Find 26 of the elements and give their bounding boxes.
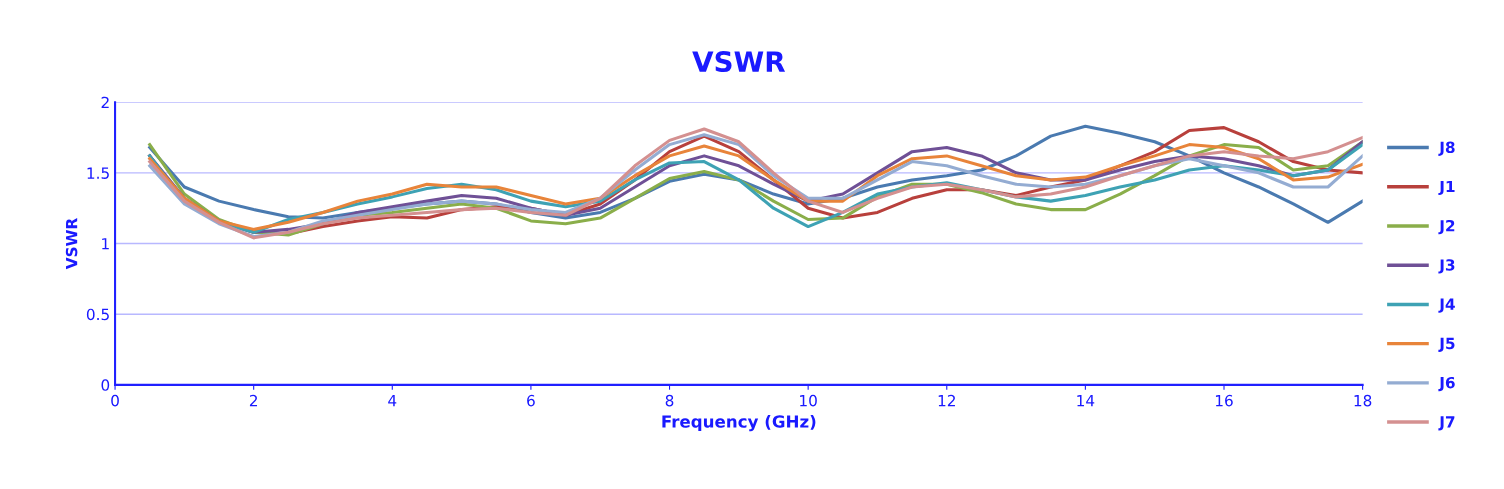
y-axis-title: VSWR: [65, 218, 78, 270]
x-tick-label: 16: [1215, 394, 1233, 407]
chart-title: VSWR: [692, 51, 786, 73]
x-tick-label: 4: [388, 395, 397, 407]
legend-label: J2: [1438, 219, 1455, 235]
legend-label: J1: [1438, 180, 1455, 196]
legend-label: J3: [1438, 259, 1455, 274]
legend-label: J7: [1438, 416, 1455, 431]
y-tick-label: 2: [101, 96, 109, 109]
y-tick-label: 0: [101, 379, 110, 391]
x-tick-label: 14: [1077, 395, 1095, 407]
x-axis-title: Frequency (GHz): [662, 414, 816, 432]
x-tick-label: 8: [665, 394, 674, 407]
x-tick-label: 18: [1354, 394, 1372, 407]
legend-label: J8: [1438, 141, 1455, 156]
legend-label: J5: [1438, 337, 1455, 353]
y-tick-label: 0.5: [86, 308, 109, 321]
x-tick-label: 12: [938, 394, 955, 407]
y-tick-label: 1: [102, 238, 109, 250]
x-tick-label: 10: [800, 394, 817, 407]
legend-label: J4: [1438, 298, 1455, 313]
y-tick-label: 1.5: [87, 167, 109, 179]
x-tick-label: 2: [249, 394, 257, 407]
x-tick-label: 6: [527, 394, 535, 407]
legend-label: J6: [1438, 376, 1455, 392]
x-tick-label: 0: [111, 394, 119, 407]
